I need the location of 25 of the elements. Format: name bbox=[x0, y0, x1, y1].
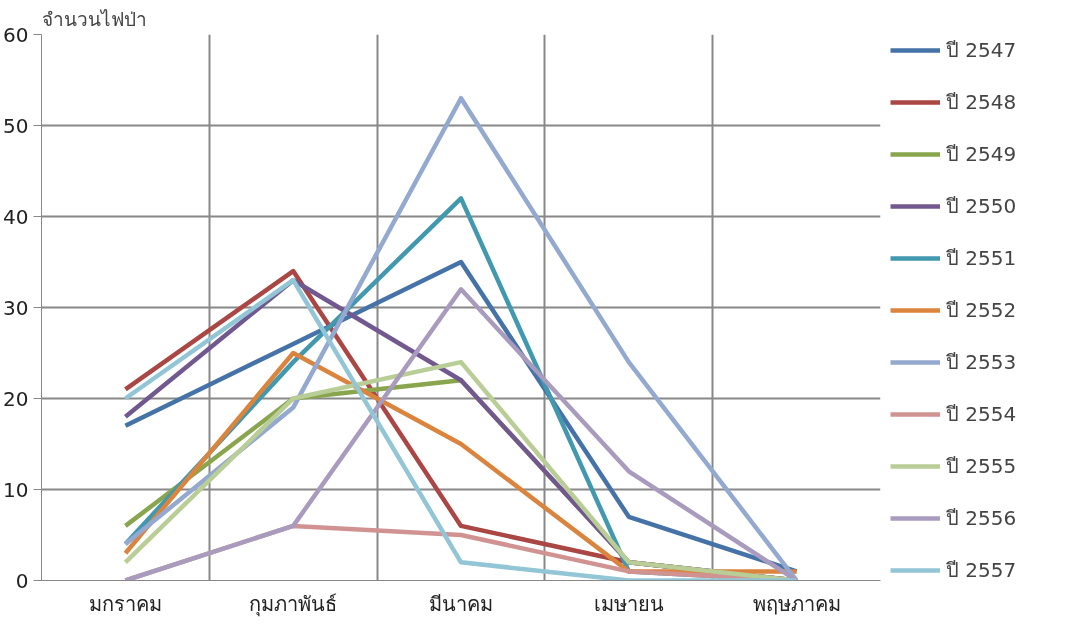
y-tick-label: 50 bbox=[3, 113, 29, 138]
x-tick-label: พฤษภาคม bbox=[752, 591, 841, 616]
legend-label: ปี 2557 bbox=[946, 557, 1017, 582]
y-axis-title: จำนวนไฟป่า bbox=[41, 7, 147, 30]
legend-label: ปี 2551 bbox=[946, 245, 1017, 272]
legend-label: ปี 2547 bbox=[946, 37, 1017, 64]
legend-label: ปี 2555 bbox=[946, 453, 1017, 480]
y-tick-label: 20 bbox=[3, 386, 29, 411]
y-tick-label: 60 bbox=[3, 22, 29, 47]
legend-label: ปี 2556 bbox=[946, 505, 1017, 532]
x-tick-label: เมษายน bbox=[593, 591, 664, 616]
legend-label: ปี 2554 bbox=[946, 401, 1017, 428]
x-tick-label: มีนาคม bbox=[429, 591, 493, 616]
legend-label: ปี 2550 bbox=[946, 193, 1017, 220]
line-series bbox=[123, 95, 799, 581]
x-tick-label: กุมภาพันธ์ bbox=[249, 591, 338, 617]
y-tick-label: 10 bbox=[3, 477, 29, 502]
legend-label: ปี 2548 bbox=[946, 89, 1017, 116]
x-tick-label: มกราคม bbox=[88, 591, 162, 616]
y-tick-label: 40 bbox=[3, 204, 29, 229]
legend-label: ปี 2553 bbox=[946, 349, 1017, 376]
legend-label: ปี 2552 bbox=[946, 297, 1017, 324]
y-tick-label: 0 bbox=[15, 568, 29, 593]
legend-label: ปี 2549 bbox=[946, 141, 1017, 168]
y-tick-label: 30 bbox=[3, 295, 29, 320]
